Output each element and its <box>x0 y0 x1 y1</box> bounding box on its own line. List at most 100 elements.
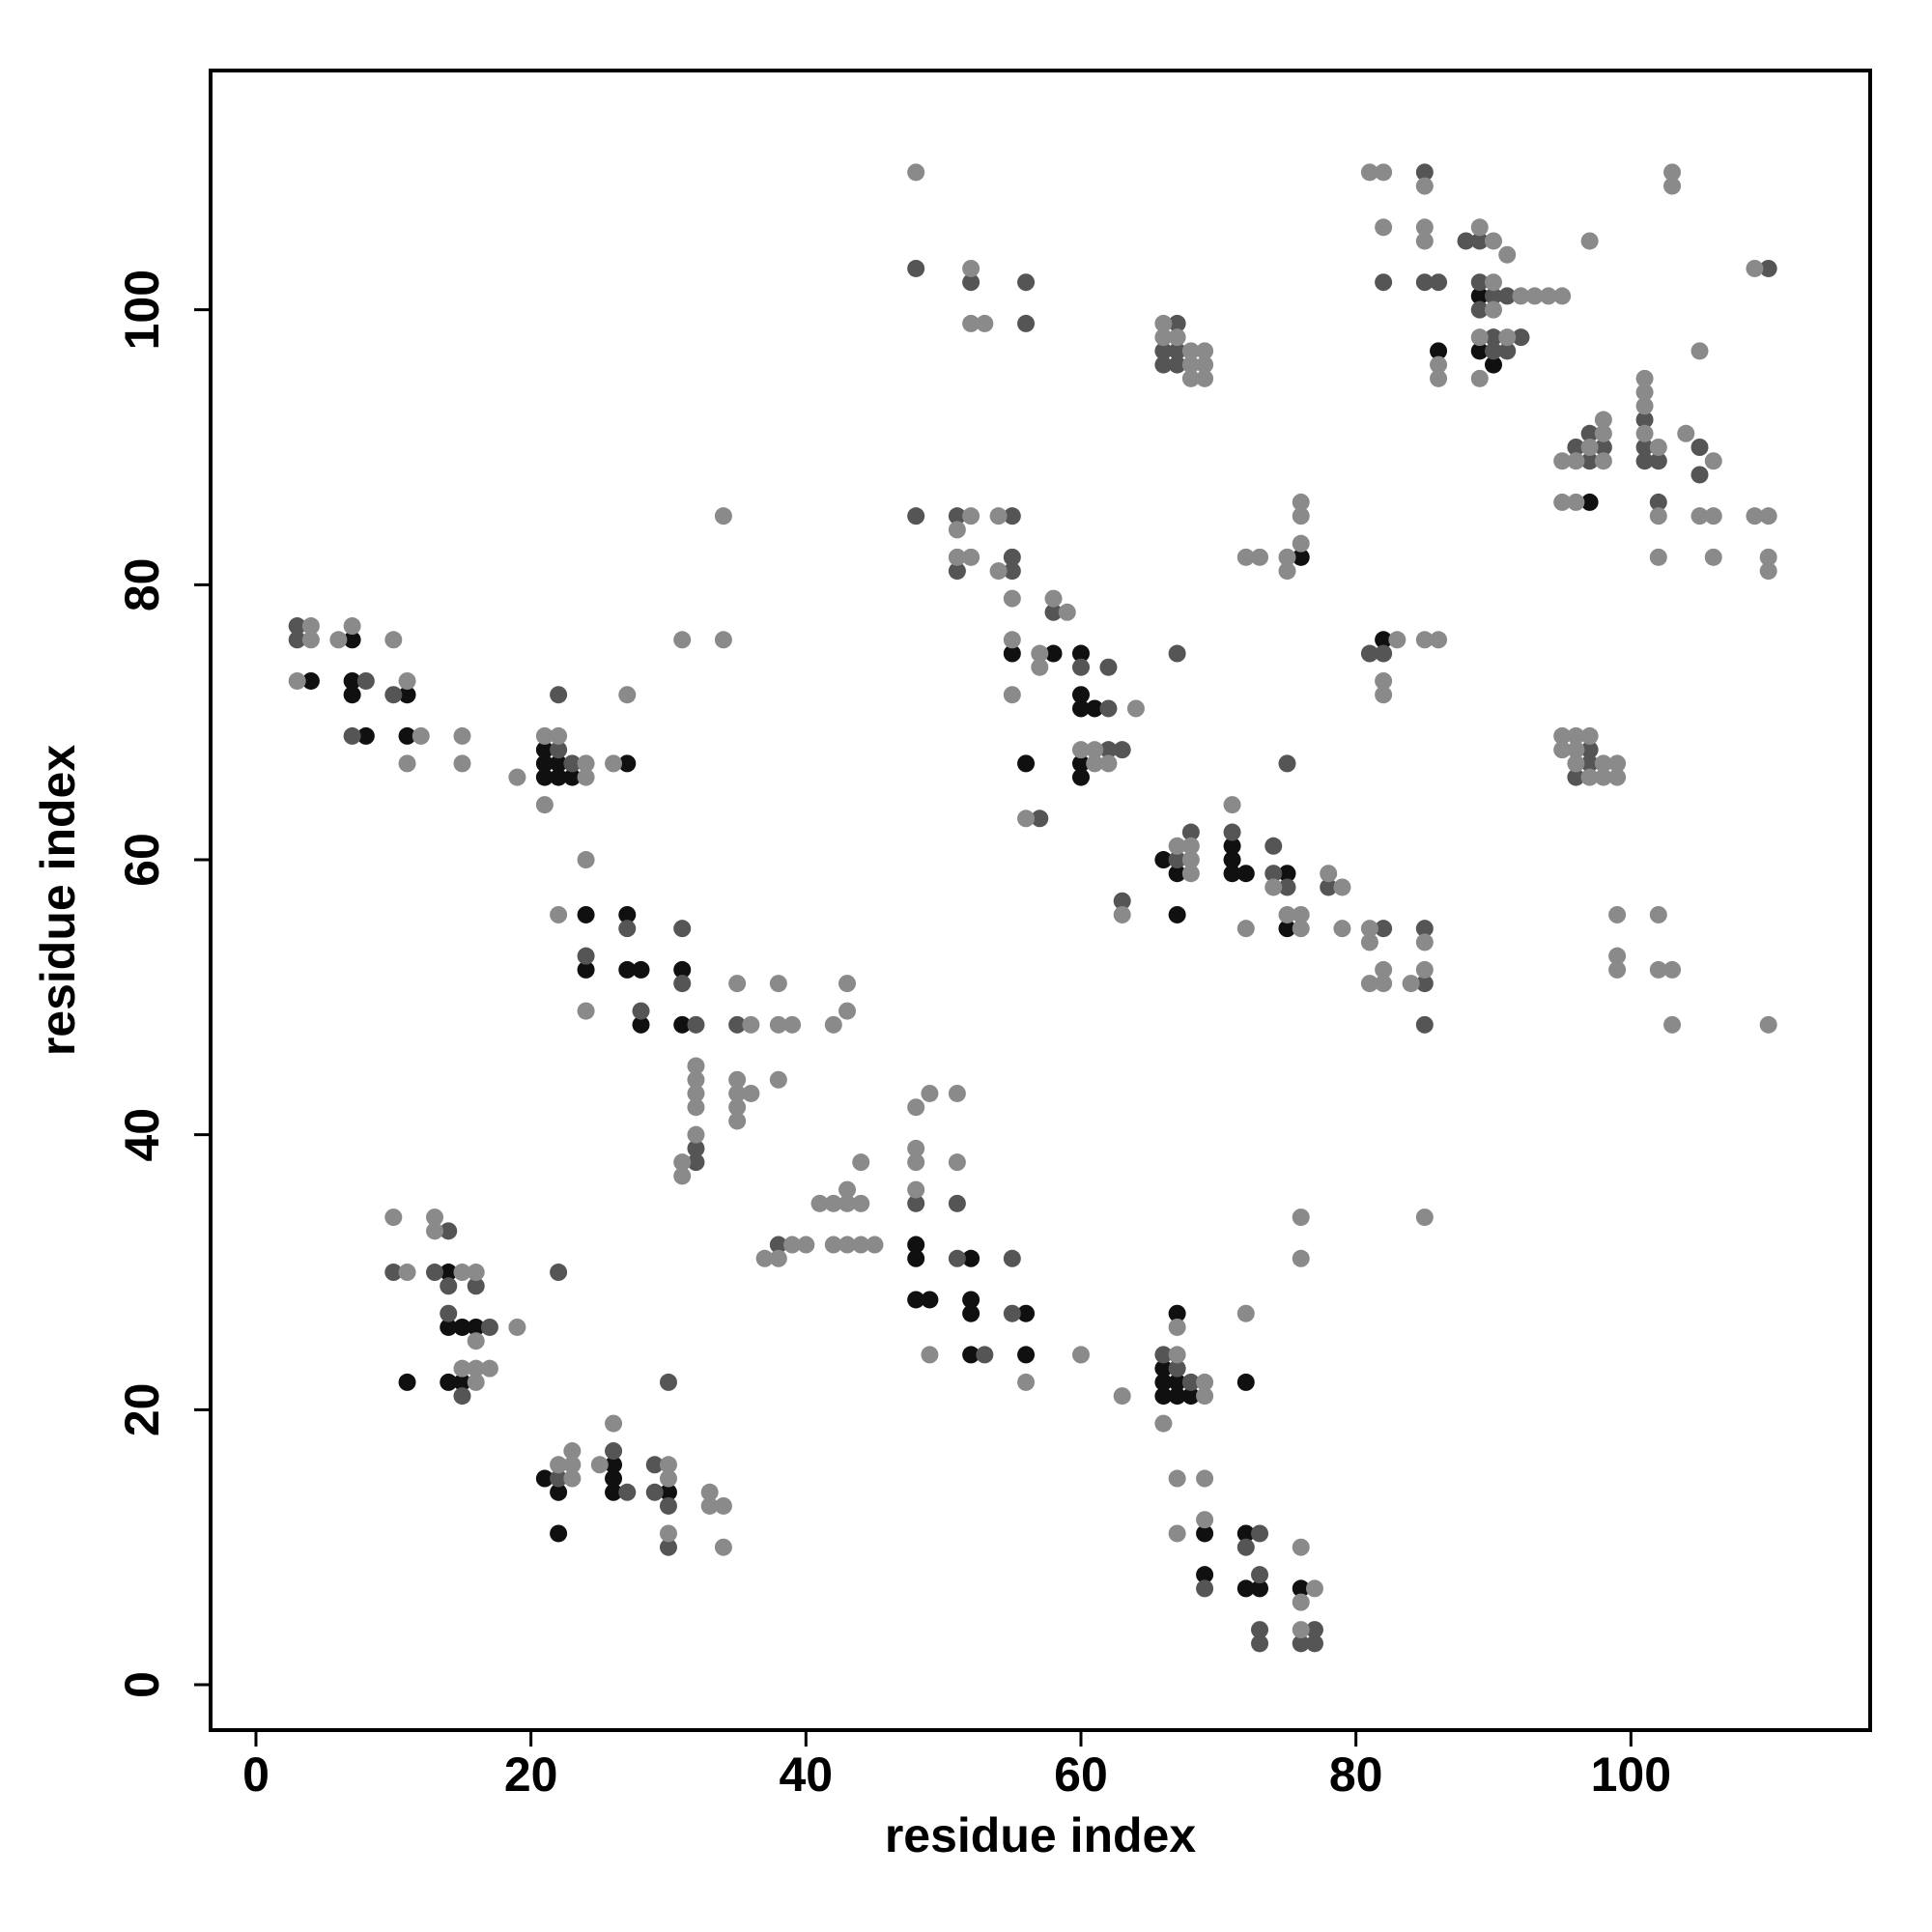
point <box>1196 1373 1214 1391</box>
point <box>1649 493 1667 511</box>
point <box>1360 920 1378 938</box>
point <box>948 1153 966 1172</box>
point <box>687 1057 705 1075</box>
point <box>1003 644 1021 663</box>
point <box>605 1414 623 1433</box>
point <box>1236 865 1255 883</box>
point <box>1168 1318 1186 1336</box>
point <box>907 1236 925 1254</box>
point <box>1071 644 1090 663</box>
point <box>1017 1346 1036 1364</box>
point <box>962 259 980 277</box>
point <box>550 1524 568 1543</box>
point <box>1484 273 1502 292</box>
x-tick-label: 80 <box>1329 1747 1383 1802</box>
point <box>1484 342 1502 360</box>
point <box>1223 823 1241 841</box>
point <box>948 507 966 526</box>
x-tick-label: 60 <box>1054 1747 1108 1802</box>
point <box>480 1359 498 1378</box>
point <box>1430 631 1448 649</box>
point <box>824 1236 842 1254</box>
point <box>962 314 980 332</box>
point <box>1375 631 1393 649</box>
point <box>659 1524 677 1543</box>
point <box>907 1139 925 1157</box>
point <box>1594 411 1612 429</box>
point <box>1580 424 1599 442</box>
point <box>976 314 994 332</box>
point <box>1663 163 1682 182</box>
point <box>989 562 1008 581</box>
point <box>398 1373 416 1391</box>
point <box>1003 1304 1021 1322</box>
point <box>398 726 416 745</box>
point <box>1196 342 1214 360</box>
point <box>1567 493 1585 511</box>
x-tick-label: 20 <box>504 1747 558 1802</box>
point <box>398 686 416 704</box>
point <box>1690 507 1709 526</box>
point <box>550 754 568 773</box>
point <box>1320 865 1338 883</box>
point <box>1580 452 1599 470</box>
point <box>742 1015 760 1034</box>
point <box>907 1098 925 1117</box>
point <box>659 1483 677 1501</box>
point <box>962 1249 980 1267</box>
point <box>1292 1593 1310 1611</box>
point <box>288 671 306 690</box>
x-tick-label: 0 <box>242 1747 270 1802</box>
point <box>769 975 787 993</box>
point <box>1430 355 1448 374</box>
point <box>645 1483 664 1501</box>
point <box>1168 1373 1186 1391</box>
point <box>1292 1579 1310 1598</box>
point <box>1567 726 1585 745</box>
point <box>1168 905 1186 923</box>
point <box>301 631 320 649</box>
point <box>1264 878 1283 896</box>
point <box>1498 245 1517 264</box>
y-tick-label: 20 <box>115 1383 169 1437</box>
point <box>962 1291 980 1309</box>
point <box>550 768 568 786</box>
point <box>687 1125 705 1144</box>
point <box>1360 644 1378 663</box>
point <box>1236 1524 1255 1543</box>
point <box>1388 631 1406 649</box>
point <box>550 726 568 745</box>
x-tick-label: 40 <box>780 1747 834 1802</box>
point <box>1305 1579 1323 1598</box>
point <box>1251 1634 1269 1653</box>
point <box>1470 369 1489 387</box>
point <box>356 671 375 690</box>
point <box>687 1139 705 1157</box>
point <box>1498 328 1517 347</box>
point <box>1415 631 1434 649</box>
point <box>1594 439 1612 457</box>
point <box>1649 548 1667 566</box>
point <box>1168 1469 1186 1488</box>
point <box>1608 947 1627 965</box>
point <box>907 507 925 526</box>
point <box>1470 300 1489 319</box>
point <box>673 960 692 979</box>
point <box>1044 644 1063 663</box>
point <box>907 1249 925 1267</box>
point <box>866 1236 884 1254</box>
point <box>535 726 554 745</box>
point <box>440 1277 458 1295</box>
point <box>577 947 595 965</box>
point <box>783 1236 802 1254</box>
y-tick-label: 80 <box>115 558 169 612</box>
point <box>1196 1524 1214 1543</box>
point <box>1580 439 1599 457</box>
point <box>907 163 925 182</box>
point <box>535 1469 554 1488</box>
point <box>687 1153 705 1172</box>
point <box>1017 1373 1036 1391</box>
point <box>659 1456 677 1474</box>
point <box>1264 865 1283 883</box>
